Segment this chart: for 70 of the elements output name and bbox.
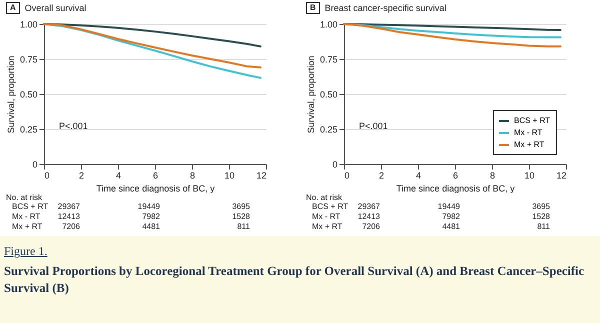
text: Mx - RT (11, 212, 42, 222)
line-series (43, 23, 262, 79)
text: 1528 (531, 212, 550, 222)
caption: Figure 1. (4, 244, 48, 259)
y-tick-label: 1.00 (320, 20, 338, 30)
text: 19449 (436, 202, 460, 212)
legend-label: Mx + RT (514, 140, 544, 149)
text: B (306, 2, 320, 14)
text: 29367 (56, 202, 80, 212)
x-tick-label: 10 (224, 170, 235, 180)
y-tick-label: 1.00 (20, 20, 38, 30)
text: 29367 (356, 202, 380, 212)
text: 7982 (441, 212, 460, 222)
x-tick-label: 6 (152, 170, 158, 180)
text: 7206 (361, 222, 380, 232)
line-series (43, 23, 262, 68)
legend-label: Mx - RT (514, 128, 542, 137)
y-tick-label: 0 (332, 160, 338, 170)
text: 12413 (356, 212, 380, 222)
chart-title: Breast cancer-specific survival (324, 3, 446, 13)
x-tick-label: 0 (344, 170, 350, 180)
x-tick-label: 8 (490, 170, 496, 180)
x-axis-title: Time since diagnosis of BC, y (396, 184, 516, 194)
text: 19449 (136, 202, 160, 212)
text: 7982 (141, 212, 160, 222)
y-axis-title: Survival, proportion (6, 56, 16, 134)
y-axis-title: Survival, proportion (306, 56, 316, 134)
text: A (6, 2, 20, 14)
legend-label: BCS + RT (514, 116, 550, 125)
text: 811 (236, 222, 250, 232)
line-series (43, 23, 262, 48)
text: 4481 (141, 222, 160, 232)
text: No. at risk (6, 193, 44, 202)
text: 1528 (231, 212, 250, 222)
x-tick-label: 6 (452, 170, 458, 180)
text: Mx + RT (311, 222, 344, 232)
text: 12413 (56, 212, 80, 222)
x-tick-label: 2 (378, 170, 384, 180)
x-axis-title: Time since diagnosis of BC, y (96, 184, 216, 194)
x-tick-label: 4 (116, 170, 122, 180)
y-tick-label: 0.75 (20, 54, 38, 64)
text: Mx + RT (11, 222, 44, 232)
x-tick-label: 10 (524, 170, 535, 180)
x-tick-label: 4 (416, 170, 422, 180)
text: No. at risk (306, 193, 344, 202)
annotation: P<.001 (359, 121, 388, 131)
text: 3695 (231, 202, 250, 212)
text: BCS + RT (311, 202, 350, 212)
text: 811 (536, 222, 550, 232)
text: BCS + RT (11, 202, 50, 212)
y-tick-label: 0.25 (320, 124, 338, 134)
line-series (343, 23, 562, 38)
x-tick-label: 2 (78, 170, 84, 180)
x-tick-label: 8 (190, 170, 196, 180)
text: 3695 (531, 202, 550, 212)
text: 7206 (61, 222, 80, 232)
y-tick-label: 0.50 (320, 90, 338, 100)
x-tick-label: 0 (44, 170, 50, 180)
x-tick-label: 12 (256, 170, 266, 180)
y-tick-label: 0.25 (20, 124, 38, 134)
chart-title: Overall survival (24, 3, 86, 13)
line-series (343, 23, 562, 48)
y-tick-label: 0.50 (20, 90, 38, 100)
y-tick-label: 0.75 (320, 54, 338, 64)
y-tick-label: 0 (32, 160, 38, 170)
text: Survival Proportions by Locoregional Treatment Group for Overall Survival (A) and Breast Cancer–Specific Survival (B) (4, 263, 586, 297)
annotation: P<.001 (59, 121, 88, 131)
x-tick-label: 12 (556, 170, 566, 180)
text: Mx - RT (311, 212, 342, 222)
text: 4481 (441, 222, 460, 232)
